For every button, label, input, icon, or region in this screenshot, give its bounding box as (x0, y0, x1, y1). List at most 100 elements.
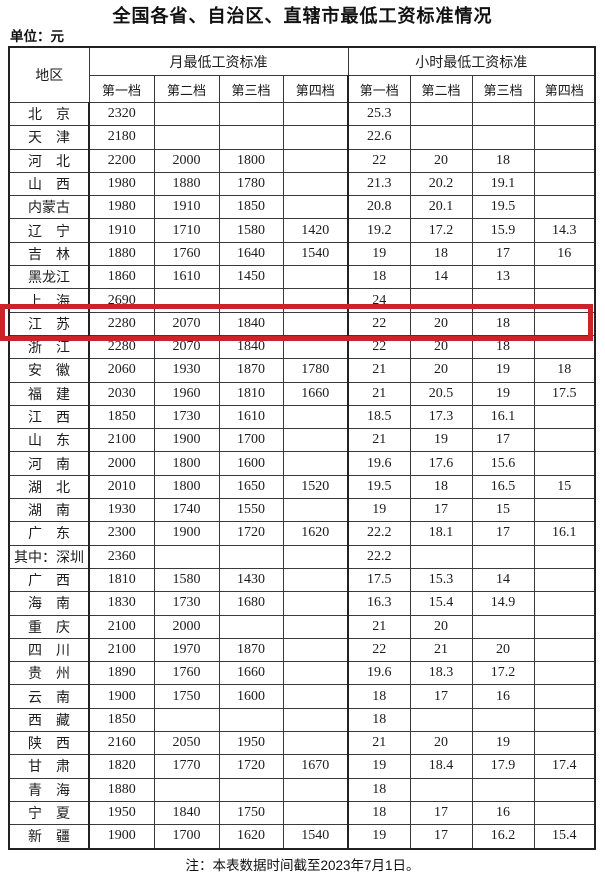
value-cell: 19.2 (347, 218, 411, 243)
value-cell: 1600 (218, 684, 284, 709)
value-cell: 1880 (88, 241, 155, 267)
value-cell: 18 (471, 148, 535, 173)
value-cell (471, 125, 535, 150)
value-cell: 1870 (218, 637, 284, 663)
table-row: 广 西 1810 1580 1430 17.5 15.3 14 (8, 567, 596, 593)
value-cell: 20.1 (409, 195, 473, 220)
value-cell: 22.6 (347, 125, 411, 150)
value-cell: 1930 (153, 358, 220, 383)
value-cell: 1880 (153, 171, 220, 197)
value-cell: 2300 (88, 521, 155, 546)
value-cell: 1800 (153, 474, 220, 500)
value-cell (282, 428, 349, 453)
hourly-section-header: 小时最低工资标准 (347, 46, 596, 76)
value-cell: 15 (533, 474, 596, 500)
value-cell: 1840 (153, 800, 220, 826)
table-row: 北 京 2320 25.3 (8, 101, 596, 127)
region-cell: 吉 林 (8, 241, 90, 267)
value-cell: 1520 (282, 474, 349, 500)
value-cell: 1900 (153, 521, 220, 546)
value-cell (218, 101, 284, 127)
wage-table: 地区 月最低工资标准 小时最低工资标准 第一档 第二档 第三档 第四档 第一档 … (8, 46, 596, 850)
value-cell: 1900 (88, 824, 155, 849)
value-cell (282, 591, 349, 616)
value-cell: 2360 (88, 544, 155, 569)
table-row: 浙 江 2280 2070 1840 22 20 18 (8, 334, 596, 360)
value-cell (282, 101, 349, 127)
value-cell: 1870 (218, 358, 284, 383)
value-cell (218, 125, 284, 150)
value-cell (471, 544, 535, 569)
value-cell (282, 404, 349, 430)
value-cell: 16.1 (471, 404, 535, 430)
value-cell: 14 (409, 265, 473, 290)
value-cell: 18.3 (409, 661, 473, 686)
region-cell: 云 南 (8, 684, 90, 709)
region-cell: 江 西 (8, 404, 90, 430)
value-cell: 1970 (153, 637, 220, 663)
value-cell: 1900 (153, 428, 220, 453)
value-cell: 17.3 (409, 404, 473, 430)
value-cell: 1710 (153, 218, 220, 243)
value-cell: 18 (533, 358, 596, 383)
value-cell: 19.5 (347, 474, 411, 500)
region-cell: 山 东 (8, 428, 90, 453)
region-cell: 西 藏 (8, 707, 90, 733)
value-cell: 2050 (153, 731, 220, 756)
value-cell: 20 (471, 637, 535, 663)
value-cell: 2100 (88, 428, 155, 453)
table-row: 陕 西 2160 2050 1950 21 20 19 (8, 731, 596, 756)
value-cell: 1880 (88, 777, 155, 802)
value-cell: 18 (347, 684, 411, 709)
value-cell: 20 (409, 731, 473, 756)
value-cell: 17 (409, 684, 473, 709)
region-cell: 湖 南 (8, 498, 90, 523)
value-cell (533, 404, 596, 430)
value-cell: 19 (347, 241, 411, 267)
value-cell (409, 777, 473, 802)
table-row: 其中：深圳 2360 22.2 (8, 544, 596, 569)
value-cell: 1820 (88, 754, 155, 779)
value-cell (533, 125, 596, 150)
value-cell (409, 544, 473, 569)
region-cell: 广 东 (8, 521, 90, 546)
region-cell: 江 苏 (8, 311, 90, 336)
value-cell: 18 (347, 265, 411, 290)
value-cell: 1760 (153, 241, 220, 267)
value-cell: 17 (471, 428, 535, 453)
table-row: 辽 宁 1910 1710 1580 1420 19.2 17.2 15.9 14.3 (8, 218, 596, 243)
value-cell: 14 (471, 567, 535, 593)
value-cell: 1700 (218, 428, 284, 453)
value-cell: 1660 (282, 381, 349, 406)
value-cell (533, 428, 596, 453)
value-cell: 1850 (88, 404, 155, 430)
value-cell: 2060 (88, 358, 155, 383)
value-cell (153, 707, 220, 733)
value-cell: 21 (347, 731, 411, 756)
value-cell: 2010 (88, 474, 155, 500)
value-cell (533, 265, 596, 290)
region-cell: 陕 西 (8, 731, 90, 756)
page-title: 全国各省、自治区、直辖市最低工资标准情况 (112, 6, 493, 26)
value-cell (471, 101, 535, 127)
region-cell: 辽 宁 (8, 218, 90, 243)
value-cell: 1950 (218, 731, 284, 756)
value-cell: 15 (471, 498, 535, 523)
value-cell: 1730 (153, 591, 220, 616)
value-cell (471, 288, 535, 313)
region-cell: 新 疆 (8, 824, 90, 849)
value-cell: 1960 (153, 381, 220, 406)
value-cell: 1700 (153, 824, 220, 849)
value-cell: 17 (409, 498, 473, 523)
monthly-tier3-header: 第三档 (218, 75, 284, 103)
value-cell (153, 125, 220, 150)
value-cell: 18.4 (409, 754, 473, 779)
value-cell (533, 731, 596, 756)
value-cell: 1670 (282, 754, 349, 779)
value-cell: 2690 (88, 288, 155, 313)
region-cell: 湖 北 (8, 474, 90, 500)
value-cell (533, 544, 596, 569)
value-cell: 1910 (88, 218, 155, 243)
value-cell (533, 195, 596, 220)
value-cell: 19 (347, 754, 411, 779)
